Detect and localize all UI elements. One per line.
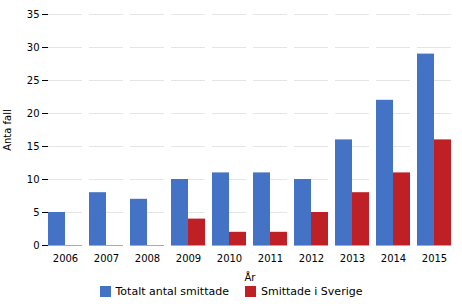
- svg-text:2006: 2006: [53, 253, 78, 264]
- svg-text:År: År: [245, 271, 257, 283]
- svg-text:2012: 2012: [299, 253, 324, 264]
- html-text:Smittade i Sverige: Smittade i Sverige: [261, 285, 363, 298]
- svg-text:2007: 2007: [94, 253, 119, 264]
- svg-text:2015: 2015: [422, 253, 447, 264]
- svg-text:2010: 2010: [217, 253, 242, 264]
- svg-text:2013: 2013: [340, 253, 365, 264]
- html-text:Totalt antal smittade: Totalt antal smittade: [115, 285, 229, 298]
- svg-text:2011: 2011: [258, 253, 283, 264]
- svg-text:30: 30: [27, 42, 40, 53]
- svg-text:15: 15: [27, 141, 40, 152]
- svg-text:20: 20: [27, 108, 40, 119]
- svg-text:0: 0: [33, 240, 39, 251]
- svg-text:2009: 2009: [176, 253, 201, 264]
- svg-text:Anta fall: Anta fall: [2, 109, 13, 151]
- svg-text:2014: 2014: [381, 253, 406, 264]
- svg-text:5: 5: [33, 207, 39, 218]
- svg-text:2008: 2008: [135, 253, 160, 264]
- svg-text:10: 10: [27, 174, 40, 185]
- svg-text:25: 25: [27, 75, 40, 86]
- svg-text:35: 35: [27, 9, 40, 20]
